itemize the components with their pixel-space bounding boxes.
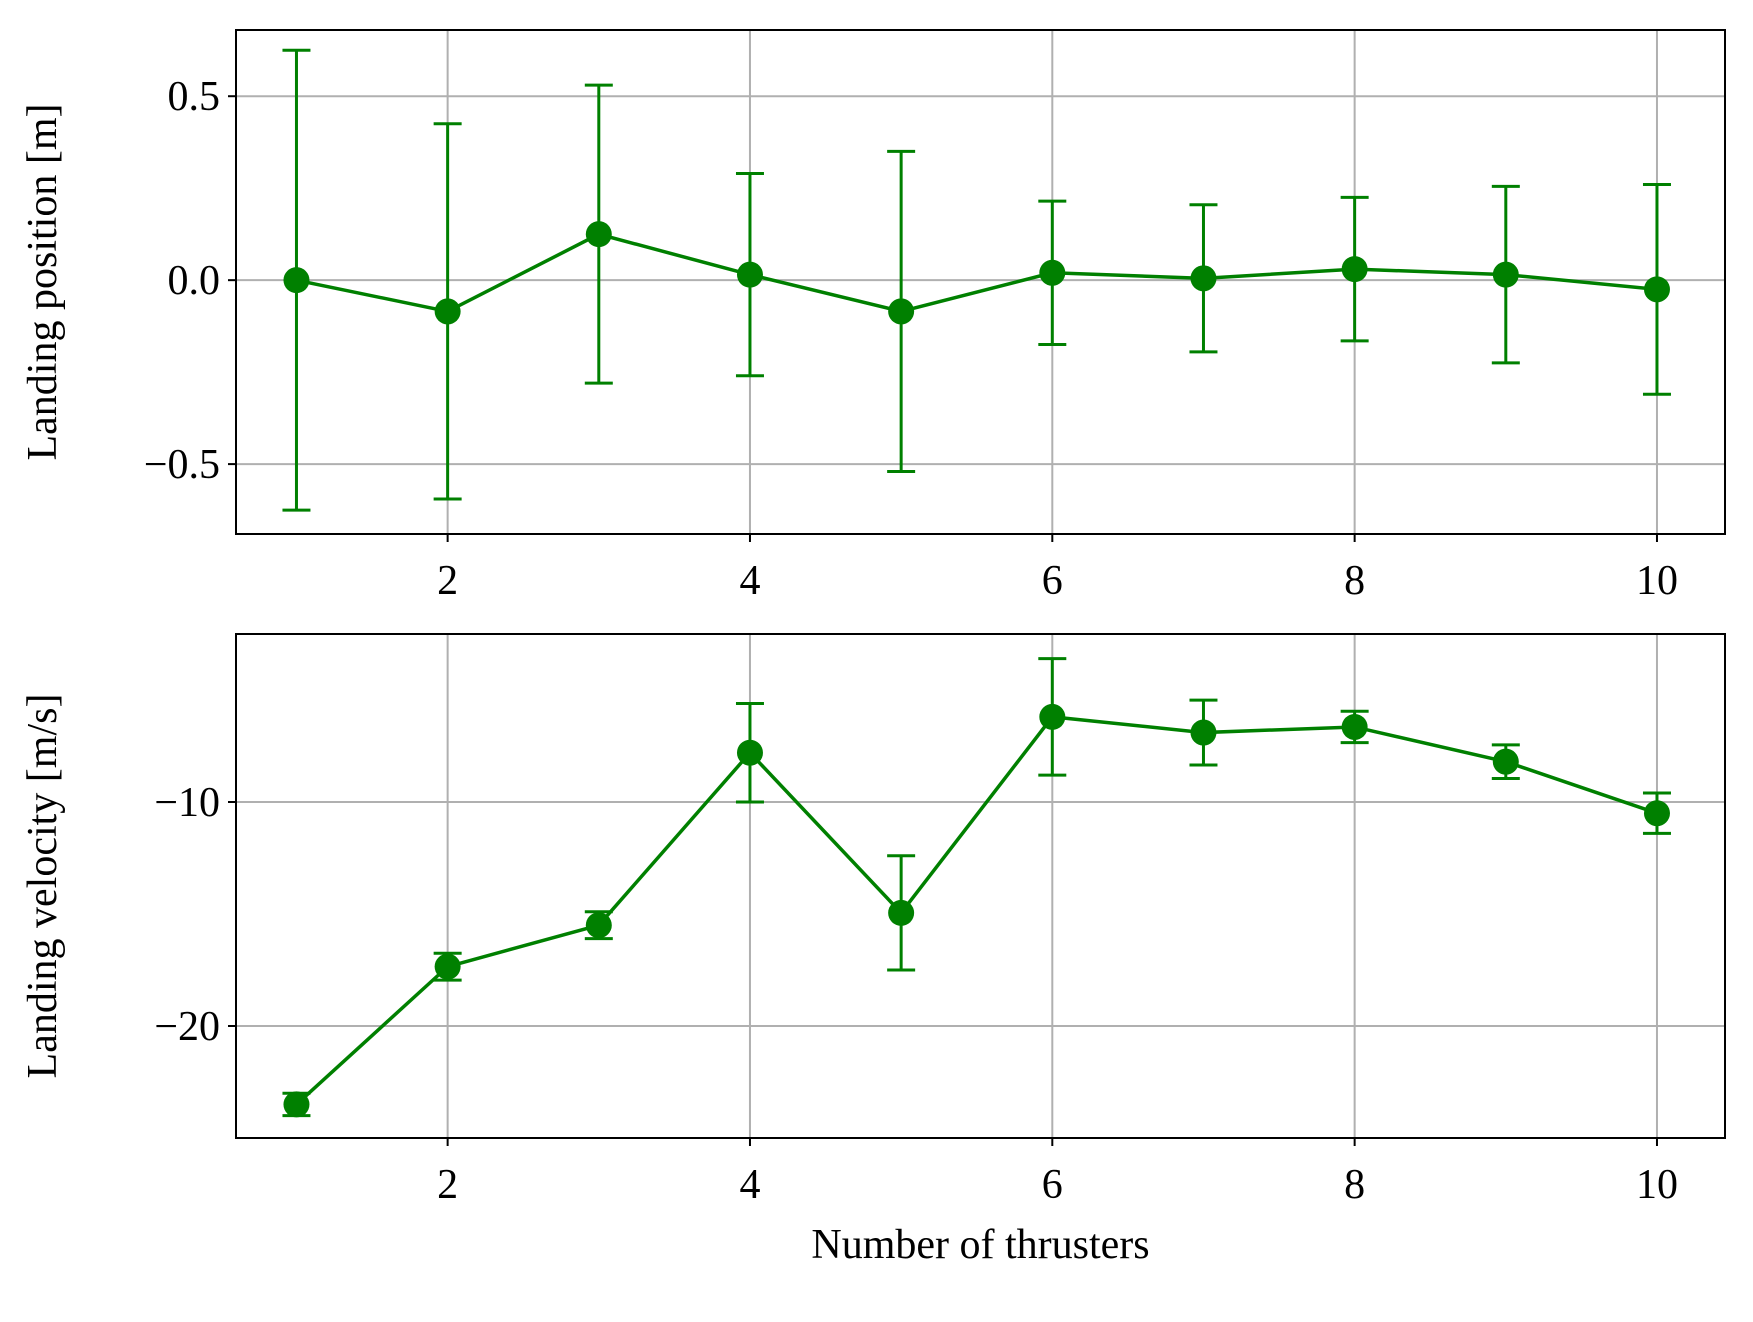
data-point [1190, 719, 1217, 746]
y-tick-label: 0.5 [168, 74, 221, 120]
data-point [1492, 261, 1519, 288]
y-axis-label: Landing position [m] [20, 104, 66, 461]
data-point [283, 267, 310, 294]
x-axis-label: Number of thrusters [811, 1222, 1149, 1268]
data-point [434, 953, 461, 980]
x-tick-label: 6 [1042, 558, 1063, 604]
x-tick-label: 8 [1344, 558, 1365, 604]
data-point [585, 912, 612, 939]
y-tick-label: −0.5 [144, 442, 220, 488]
series-line [295, 715, 1658, 1106]
x-tick-label: 4 [739, 1162, 760, 1208]
data-point [888, 899, 915, 926]
data-point [1492, 748, 1519, 775]
data-point [736, 739, 763, 766]
landing-position-panel: 2 4 6 8 10 0.5 0.0 −0.5 Landing position [m] [20, 29, 1726, 604]
x-tick-label: 10 [1636, 558, 1678, 604]
x-tick-label: 8 [1344, 1162, 1365, 1208]
x-tick-label: 2 [437, 1162, 458, 1208]
x-tick-label: 10 [1636, 1162, 1678, 1208]
x-tick-label: 6 [1042, 1162, 1063, 1208]
series-line [296, 232, 1658, 314]
data-point [888, 298, 915, 325]
data-point [1643, 800, 1670, 827]
data-point [1190, 265, 1217, 292]
data-point [1341, 256, 1368, 283]
data-point [736, 261, 763, 288]
y-tick-label: 0.0 [168, 258, 221, 304]
y-tick-label: −20 [154, 1004, 220, 1050]
y-axis-label: Landing velocity [m/s] [20, 694, 66, 1079]
landing-velocity-panel: 2 4 6 8 10 −10 −20 Landing velocity [m/s] Number… [20, 633, 1726, 1268]
data-point [434, 298, 461, 325]
x-tick-label: 4 [739, 558, 760, 604]
data-point [1039, 259, 1066, 286]
data-point [1341, 713, 1368, 740]
x-tick-label: 2 [437, 558, 458, 604]
plot-frame [235, 633, 1726, 1139]
data-point [1039, 703, 1066, 730]
data-point [283, 1091, 310, 1118]
data-point [585, 221, 612, 248]
data-point [1643, 276, 1670, 303]
plot-frame [235, 29, 1726, 535]
y-tick-label: −10 [154, 780, 220, 826]
